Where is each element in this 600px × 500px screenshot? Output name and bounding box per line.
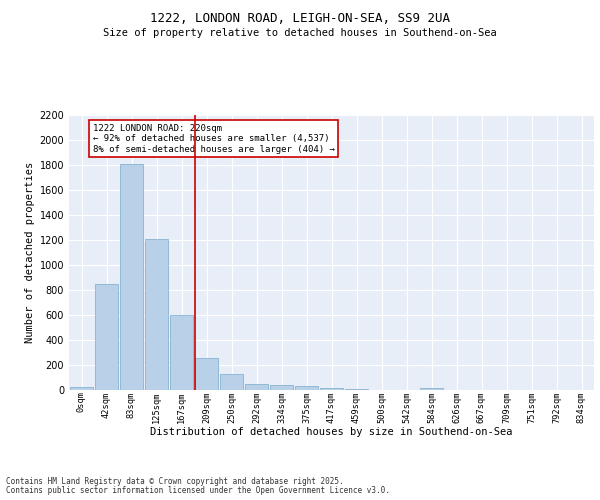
Bar — [295, 386, 318, 390]
Bar — [145, 239, 168, 390]
Bar — [195, 358, 218, 390]
Text: Contains public sector information licensed under the Open Government Licence v3: Contains public sector information licen… — [6, 486, 390, 495]
Bar — [220, 374, 243, 390]
Bar — [320, 388, 343, 390]
Text: Size of property relative to detached houses in Southend-on-Sea: Size of property relative to detached ho… — [103, 28, 497, 38]
Bar — [420, 388, 443, 390]
Bar — [170, 315, 193, 390]
Text: Contains HM Land Registry data © Crown copyright and database right 2025.: Contains HM Land Registry data © Crown c… — [6, 477, 344, 486]
Bar — [120, 164, 143, 390]
Text: 1222, LONDON ROAD, LEIGH-ON-SEA, SS9 2UA: 1222, LONDON ROAD, LEIGH-ON-SEA, SS9 2UA — [150, 12, 450, 26]
Bar — [70, 387, 93, 390]
Y-axis label: Number of detached properties: Number of detached properties — [25, 162, 35, 343]
Bar — [245, 384, 268, 390]
Bar — [95, 284, 118, 390]
X-axis label: Distribution of detached houses by size in Southend-on-Sea: Distribution of detached houses by size … — [150, 427, 513, 437]
Bar — [270, 385, 293, 390]
Text: 1222 LONDON ROAD: 220sqm
← 92% of detached houses are smaller (4,537)
8% of semi: 1222 LONDON ROAD: 220sqm ← 92% of detach… — [93, 124, 335, 154]
